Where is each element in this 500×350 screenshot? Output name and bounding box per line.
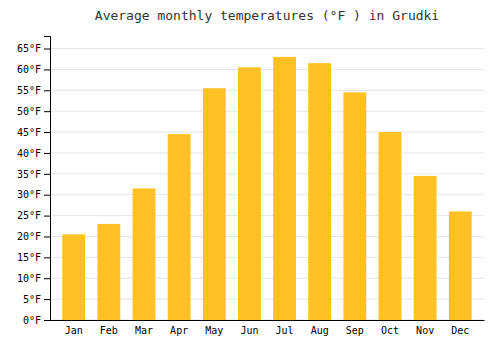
y-tick-mark (44, 299, 50, 300)
y-tick-label: 20°F (17, 231, 41, 242)
y-tick: 55°F (17, 85, 50, 96)
x-tick: Aug (311, 325, 329, 336)
y-tick-mark (44, 236, 50, 237)
x-tick: Nov (416, 325, 434, 336)
x-tick: Mar (135, 325, 153, 336)
y-tick: 25°F (17, 210, 50, 221)
y-tick-mark (44, 216, 50, 217)
y-tick: 65°F (17, 43, 50, 54)
grid-line (50, 90, 484, 91)
x-tick-label: Apr (170, 325, 188, 336)
x-tick: Jun (240, 325, 258, 336)
y-tick-mark (44, 69, 50, 70)
bar (62, 234, 85, 320)
x-tick-label: Oct (381, 325, 399, 336)
x-tick-label: Dec (451, 325, 469, 336)
x-tick: Apr (170, 325, 188, 336)
y-tick-mark (44, 320, 50, 321)
x-axis: Jan Feb Mar Apr May Jun Jul Aug Sep Oct Nov Dec (51, 321, 485, 337)
x-tick-label: Nov (416, 325, 434, 336)
grid (50, 49, 484, 320)
bar (168, 134, 191, 320)
y-tick-mark (44, 111, 50, 112)
x-tick-label: Jun (240, 325, 258, 336)
x-tick: Dec (451, 325, 469, 336)
x-tick-label: Feb (100, 325, 118, 336)
y-tick-label: 55°F (17, 85, 41, 96)
y-tick-label: 65°F (17, 43, 41, 54)
y-tick-mark (44, 153, 50, 154)
x-tick: Jan (65, 325, 83, 336)
bar (97, 224, 120, 320)
y-tick-label: 30°F (17, 189, 41, 200)
bar (379, 132, 402, 320)
bar (343, 92, 366, 320)
y-tick-label: 5°F (23, 294, 41, 305)
y-tick-label: 40°F (17, 148, 41, 159)
x-tick-label: Jan (65, 325, 83, 336)
y-tick-mark (44, 278, 50, 279)
y-tick-label: 45°F (17, 127, 41, 138)
y-tick-mark (44, 257, 50, 258)
y-tick: 5°F (23, 294, 50, 305)
x-tick: Jul (276, 325, 294, 336)
bar (203, 88, 226, 320)
y-tick-mark (44, 90, 50, 91)
bar (133, 188, 156, 320)
x-tick-label: Jul (276, 325, 294, 336)
x-tick-label: Aug (311, 325, 329, 336)
grid-line (50, 69, 484, 70)
y-tick-label: 10°F (17, 273, 41, 284)
y-axis-line (44, 37, 51, 321)
bar (238, 67, 261, 320)
x-tick: Feb (100, 325, 118, 336)
y-tick-mark (44, 132, 50, 133)
x-tick-label: May (205, 325, 223, 336)
y-tick: 0°F (23, 315, 50, 326)
y-tick: 40°F (17, 148, 50, 159)
y-tick: 50°F (17, 106, 50, 117)
plot-area (62, 57, 471, 320)
x-axis-line (51, 320, 485, 321)
y-tick: 20°F (17, 231, 50, 242)
bar (308, 63, 331, 320)
y-axis: 0°F 5°F 10°F 15°F 20°F 25°F 30°F 35°F 40°F 45°F 50… (17, 37, 51, 326)
y-tick: 45°F (17, 127, 50, 138)
y-tick: 35°F (17, 169, 50, 180)
x-tick: Oct (381, 325, 399, 336)
grid-line (50, 173, 484, 174)
y-tick-mark (44, 174, 50, 175)
y-tick-label: 50°F (17, 106, 41, 117)
y-tick-mark (44, 195, 50, 196)
grid-line (50, 132, 484, 133)
y-tick-label: 0°F (23, 315, 41, 326)
grid-line (50, 111, 484, 112)
bar (449, 211, 472, 320)
y-tick-mark (44, 49, 50, 50)
y-tick: 10°F (17, 273, 50, 284)
chart: 0°F 5°F 10°F 15°F 20°F 25°F 30°F 35°F 40°F 45°F 50… (0, 0, 500, 350)
y-tick-label: 35°F (17, 169, 41, 180)
y-tick-label: 25°F (17, 210, 41, 221)
x-tick-label: Mar (135, 325, 153, 336)
y-tick: 60°F (17, 64, 50, 75)
bar (414, 176, 437, 320)
title: Average monthly temperatures (°F ) in Gr… (95, 8, 439, 23)
bar (273, 57, 296, 320)
y-tick-label: 15°F (17, 252, 41, 263)
x-tick: Sep (346, 325, 364, 336)
y-tick: 15°F (17, 252, 50, 263)
grid-line (50, 48, 484, 49)
x-tick-label: Sep (346, 325, 364, 336)
y-tick-label: 60°F (17, 64, 41, 75)
y-tick: 30°F (17, 189, 50, 200)
grid-line (50, 152, 484, 153)
x-tick: May (205, 325, 223, 336)
